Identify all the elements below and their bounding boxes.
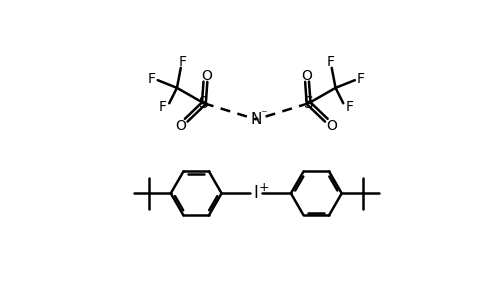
Text: F: F [178, 55, 186, 69]
Text: O: O [326, 119, 337, 133]
Text: O: O [176, 119, 186, 133]
Text: S: S [199, 96, 209, 111]
Text: ⁻: ⁻ [260, 108, 266, 121]
Text: O: O [201, 68, 211, 83]
Text: +: + [258, 181, 270, 194]
Text: N: N [250, 112, 262, 127]
Text: F: F [148, 72, 156, 86]
Text: F: F [357, 72, 365, 86]
Text: F: F [346, 100, 354, 114]
Text: S: S [304, 96, 314, 111]
Text: F: F [326, 55, 334, 69]
Text: F: F [159, 100, 167, 114]
Text: I: I [254, 184, 258, 202]
Text: O: O [301, 68, 312, 83]
